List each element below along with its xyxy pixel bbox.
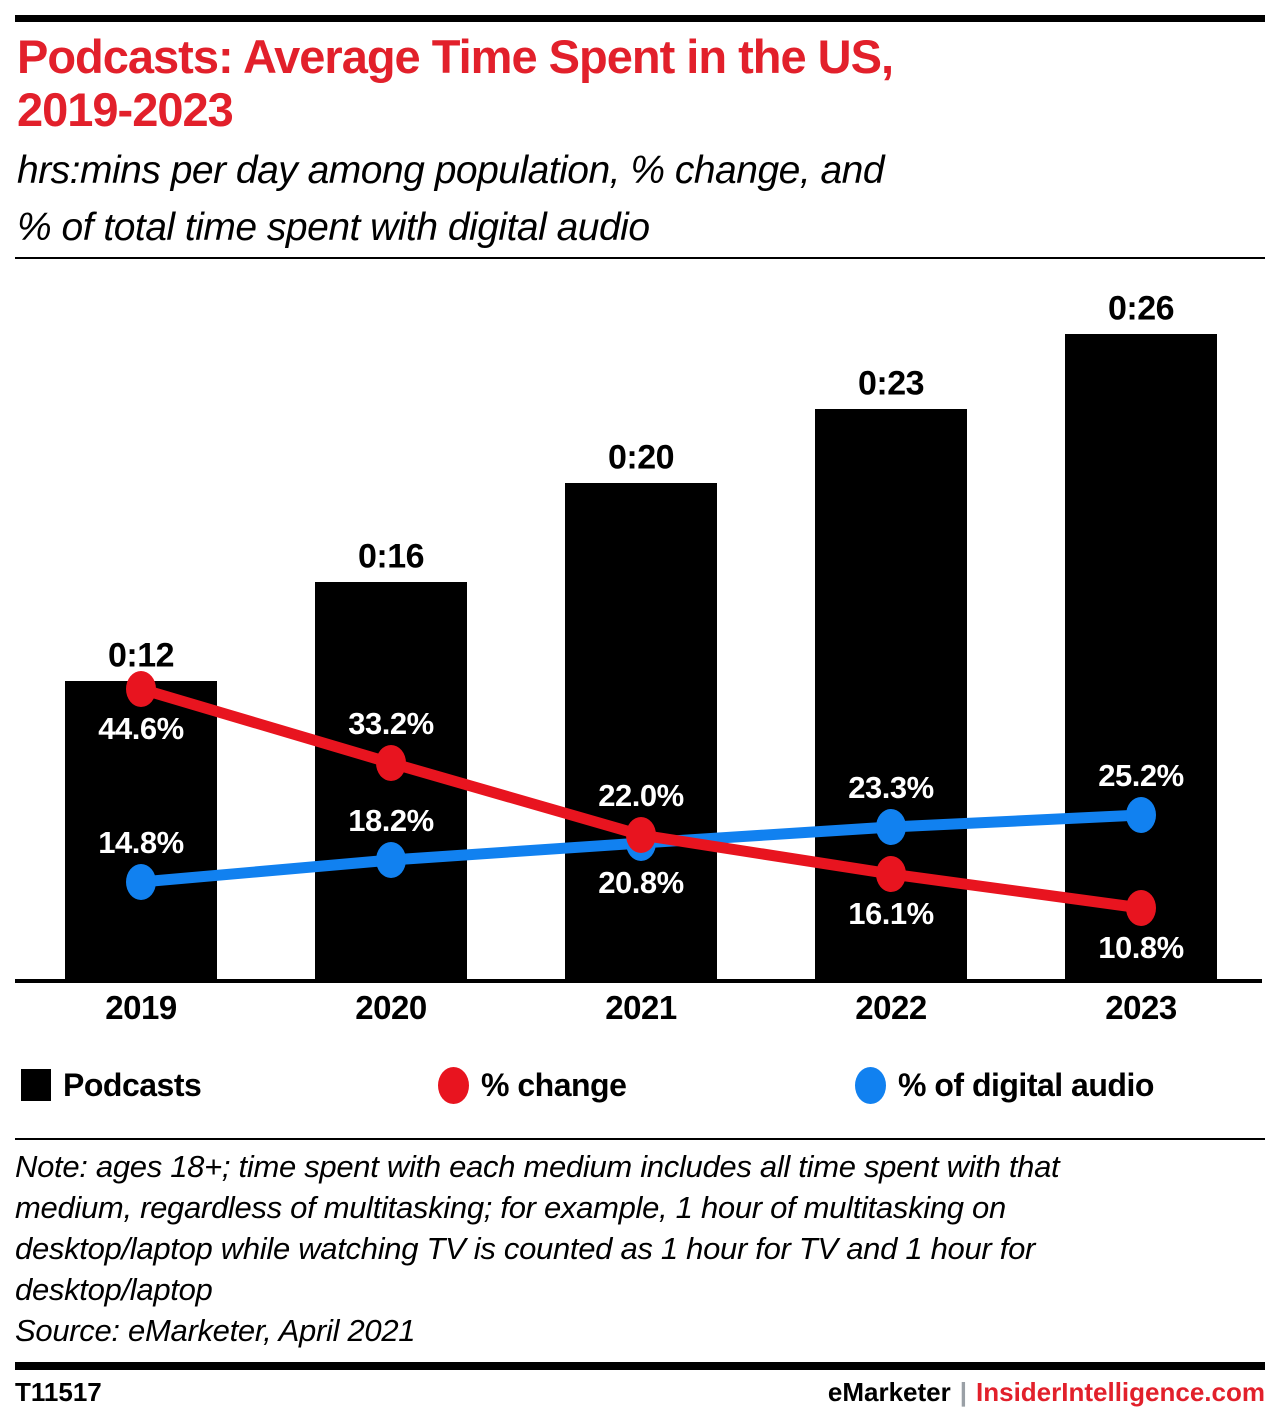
change-marker-2020 xyxy=(376,745,406,781)
of-digital-audio-marker-2020 xyxy=(376,842,406,878)
legend-label-pct-digital-audio: % of digital audio xyxy=(898,1066,1154,1103)
x-axis-label-2020: 2020 xyxy=(355,989,427,1026)
brand-separator: | xyxy=(959,1377,968,1407)
of-digital-audio-label-2023: 25.2% xyxy=(1098,758,1184,793)
change-marker-2021 xyxy=(626,817,656,853)
of-digital-audio-label-2022: 23.3% xyxy=(848,770,934,805)
x-axis-label-2021: 2021 xyxy=(605,989,677,1026)
bar-2023 xyxy=(1065,334,1217,979)
pct-change-dot-icon xyxy=(438,1066,469,1104)
of-digital-audio-label-2019: 14.8% xyxy=(98,825,184,860)
change-label-2022: 16.1% xyxy=(848,896,934,931)
emarketer-brand: eMarketer xyxy=(827,1377,951,1407)
change-label-2021: 22.0% xyxy=(598,778,684,813)
chart-subtitle: hrs:mins per day among population, % cha… xyxy=(17,149,885,249)
digital-audio-dot-icon xyxy=(855,1066,886,1104)
note-divider xyxy=(15,1138,1265,1140)
bar-value-label-2020: 0:16 xyxy=(357,537,425,576)
line-series-layer xyxy=(126,671,1156,926)
bar-2019 xyxy=(65,681,217,979)
legend-item-pct-digital-audio: % of digital audio xyxy=(855,1064,1154,1106)
legend-label-pct-change: % change xyxy=(481,1066,627,1103)
legend: Podcasts % change % of digital audio xyxy=(0,1062,1280,1106)
change-label-2019: 44.6% xyxy=(98,711,184,746)
bar-value-label-2022: 0:23 xyxy=(857,364,925,403)
of-digital-audio-label-2021: 20.8% xyxy=(598,865,684,900)
of-digital-audio-marker-2022 xyxy=(876,809,906,845)
x-axis-label-2019: 2019 xyxy=(105,989,177,1026)
bar-value-label-2021: 0:20 xyxy=(607,438,675,477)
header-divider xyxy=(15,257,1265,259)
x-axis-label-2022: 2022 xyxy=(855,989,927,1026)
of-digital-audio-marker-2019 xyxy=(126,864,156,900)
source-text: Source: eMarketer, April 2021 xyxy=(15,1313,416,1348)
bar-value-label-2019: 0:12 xyxy=(107,636,175,675)
bar-value-label-2023: 0:26 xyxy=(1107,289,1175,328)
podcasts-swatch-icon xyxy=(21,1069,51,1101)
change-marker-2019 xyxy=(126,671,156,707)
bar-2021 xyxy=(565,483,717,979)
change-marker-2022 xyxy=(876,856,906,892)
footer-brands: eMarketer | InsiderIntelligence.com xyxy=(828,1377,1265,1408)
change-label-2020: 33.2% xyxy=(348,706,434,741)
chart-id: T11517 xyxy=(15,1377,102,1407)
top-accent-bar xyxy=(15,15,1265,22)
legend-item-pct-change: % change xyxy=(438,1064,627,1106)
of-digital-audio-label-2020: 18.2% xyxy=(348,803,434,838)
footer-row: T11517 eMarketer | InsiderIntelligence.com xyxy=(15,1377,1265,1408)
x-axis-label-2023: 2023 xyxy=(1105,989,1177,1026)
legend-label-podcasts: Podcasts xyxy=(63,1066,202,1103)
change-label-2023: 10.8% xyxy=(1098,930,1184,965)
insider-intelligence-link[interactable]: InsiderIntelligence.com xyxy=(976,1377,1265,1407)
x-axis-line xyxy=(15,979,1262,983)
of-digital-audio-marker-2023 xyxy=(1126,797,1156,833)
note-text: Note: ages 18+; time spent with each med… xyxy=(15,1149,1060,1307)
change-marker-2023 xyxy=(1126,890,1156,926)
legend-item-podcasts: Podcasts xyxy=(21,1064,202,1106)
bottom-accent-bar xyxy=(15,1362,1265,1370)
plot-area: 0:12 2019 0:16 2020 0:20 2021 0:23 2022 0:26 2023… xyxy=(15,289,1262,1026)
chart-title: Podcasts: Average Time Spent in the US, … xyxy=(17,30,894,136)
